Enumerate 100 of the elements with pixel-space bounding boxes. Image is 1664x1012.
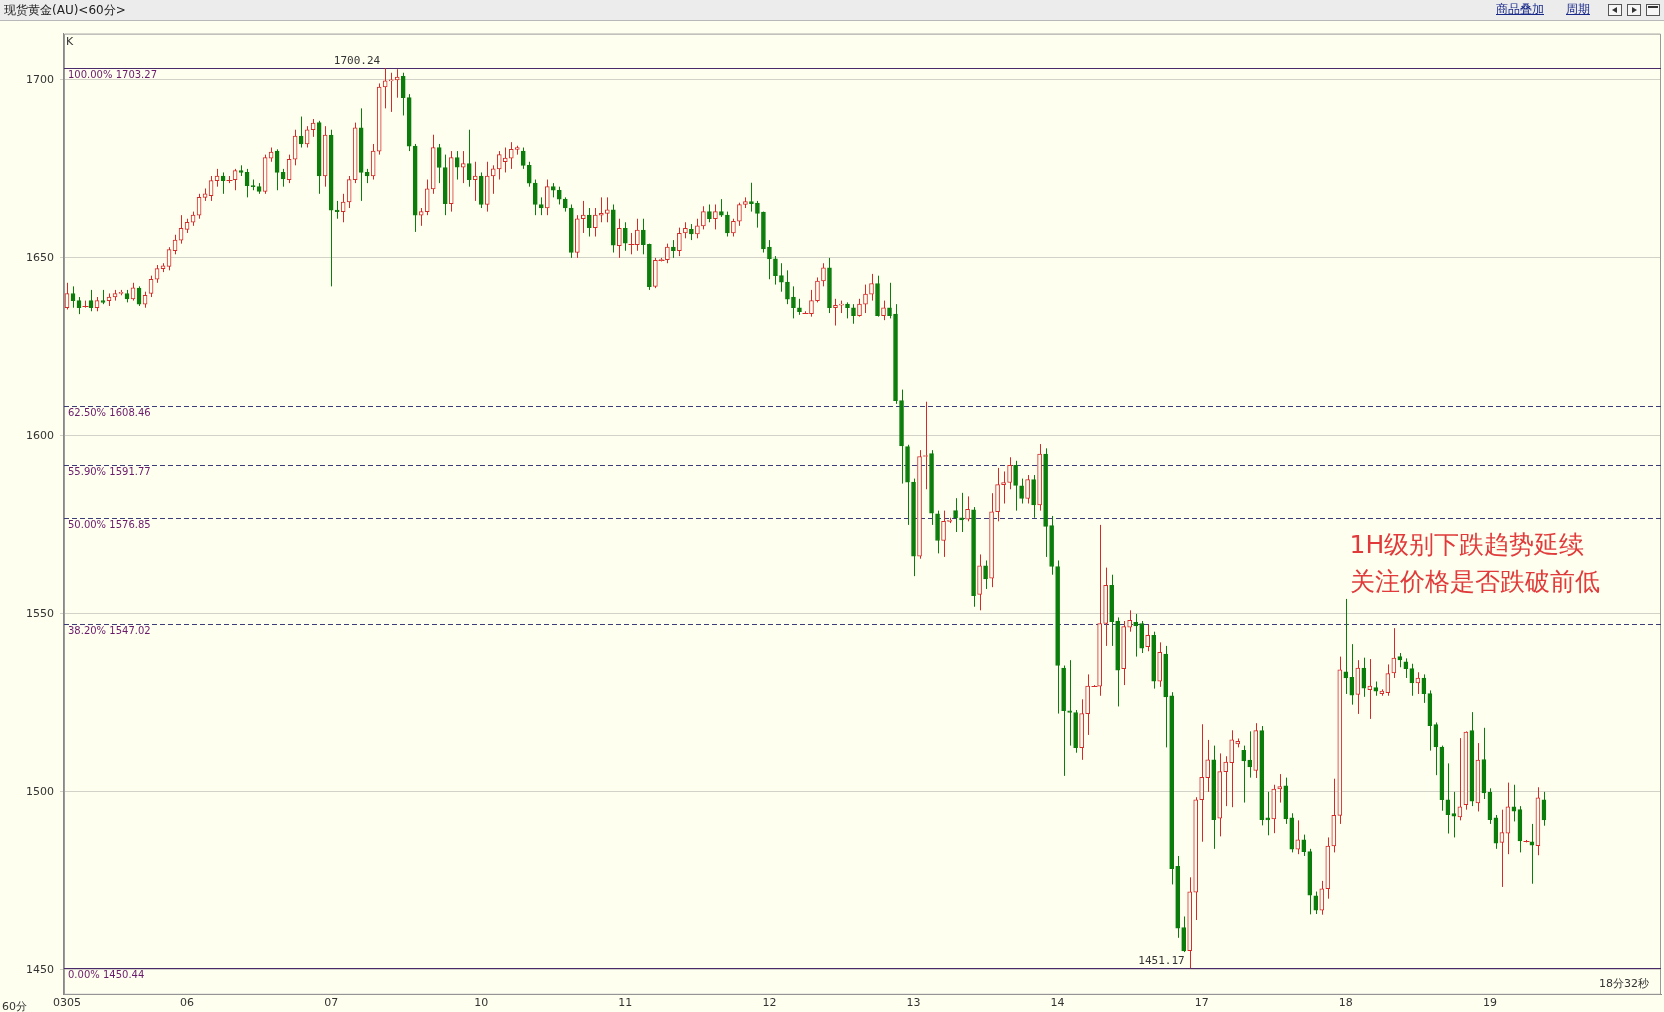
y-tick-label: 1600: [25, 428, 54, 442]
candlestick: [785, 269, 790, 305]
candlestick: [773, 255, 778, 286]
candlestick: [1349, 643, 1355, 706]
candlestick: [1031, 474, 1036, 519]
candlestick: [1127, 609, 1132, 633]
candlestick: [346, 175, 352, 209]
candlestick: [532, 179, 538, 216]
candlestick: [1181, 915, 1187, 953]
candlestick: [1145, 624, 1151, 652]
candlestick: [767, 239, 772, 280]
candlestick: [725, 211, 730, 238]
candlestick: [593, 207, 598, 238]
candlestick: [953, 497, 958, 533]
candlestick: [1229, 729, 1235, 808]
candlestick: [1025, 474, 1030, 505]
candlestick: [965, 495, 970, 522]
candlestick: [490, 164, 496, 195]
candlestick: [791, 285, 796, 319]
y-tick-label: 1550: [25, 606, 54, 620]
candlestick: [1247, 730, 1253, 779]
candlestick: [424, 179, 430, 216]
candlestick: [1241, 745, 1247, 804]
y-tick-label: 1650: [25, 250, 54, 264]
x-tick-label: 17: [1194, 996, 1209, 1010]
candlestick: [1367, 658, 1373, 720]
candlestick: [851, 303, 856, 325]
candlestick: [623, 221, 628, 252]
ref-line-label: 62.50% 1608.46: [67, 407, 151, 419]
x-tick-label: 11: [618, 996, 633, 1010]
candlestick: [382, 67, 388, 109]
candlestick: [617, 218, 622, 259]
x-tick-label: 14: [1050, 996, 1065, 1010]
ref-line-label: 50.00% 1576.85: [67, 519, 151, 531]
ref-line-label: 38.20% 1547.02: [67, 625, 151, 637]
annotation: K: [65, 34, 74, 48]
candlestick: [1361, 657, 1367, 698]
candlestick: [701, 205, 706, 230]
candlestick: [1223, 755, 1229, 807]
ref-line-label: 55.90% 1591.77: [67, 466, 151, 478]
text: 商品叠加: [1496, 2, 1544, 17]
candlestick: [1001, 470, 1006, 505]
candlestick: [520, 147, 526, 170]
ref-line-label: 0.00% 1450.44: [67, 969, 145, 981]
candlestick: [755, 200, 760, 229]
annotation: 1H级别下跌趋势延续: [1349, 530, 1585, 559]
candlestick: [833, 298, 838, 327]
candlestick: [941, 510, 946, 558]
candlestick: [460, 150, 466, 184]
annotation: 关注价格是否跌破前低: [1349, 567, 1600, 596]
candlestick: [887, 282, 892, 319]
candlestick: [544, 179, 550, 216]
candlestick: [502, 147, 508, 173]
x-tick-label: 13: [906, 996, 921, 1010]
candlestick: [821, 262, 826, 287]
candlestick: [1529, 823, 1535, 885]
text: 60分: [2, 999, 27, 1012]
candlestick: [370, 143, 376, 181]
x-tick-label: 07: [324, 996, 339, 1010]
x-tick-label: 12: [762, 996, 777, 1010]
x-tick-label: 10: [474, 996, 489, 1010]
candlestick: [1313, 891, 1319, 915]
candlestick: [802, 310, 809, 315]
candlestick: [881, 300, 886, 321]
candlestick: [869, 273, 874, 302]
candlestick: [1007, 456, 1012, 490]
candlestick: [1319, 880, 1325, 916]
candlestick: [677, 227, 682, 257]
candlestick: [508, 141, 514, 170]
candlestick: [436, 143, 442, 184]
candlestick: [400, 72, 406, 116]
y-tick-label: 1700: [25, 72, 54, 86]
candlestick: [815, 276, 820, 303]
candlestick: [1277, 773, 1283, 804]
candlestick: [641, 218, 646, 255]
x-tick-label: 0305: [53, 996, 81, 1010]
candlestick: [1343, 598, 1349, 695]
candlestick: [713, 203, 718, 230]
candlestick: [1301, 834, 1307, 857]
candlestick: [959, 492, 964, 533]
candlestick: [863, 284, 868, 314]
candlestick: [388, 72, 394, 113]
candlestick: [526, 161, 532, 188]
candlestick: [599, 196, 604, 223]
candlestick: [737, 202, 742, 227]
candlestick: [1019, 478, 1024, 505]
candlestick: [340, 193, 346, 223]
candlestick: [695, 218, 700, 239]
candlestick: [472, 161, 478, 202]
text: 周期: [1566, 2, 1590, 17]
candlestick: [1199, 723, 1205, 843]
x-tick-label: 06: [180, 996, 195, 1010]
chart-title: 现货黄金(AU)<60分>: [4, 2, 126, 19]
candlestick: [1295, 819, 1301, 855]
x-tick-label: 18: [1338, 996, 1353, 1010]
candlestick: [1013, 460, 1018, 512]
candlestick: [1067, 659, 1072, 747]
annotation: 1700.24: [333, 53, 381, 67]
candlestick: [665, 243, 670, 264]
candlestick: [1205, 739, 1211, 793]
